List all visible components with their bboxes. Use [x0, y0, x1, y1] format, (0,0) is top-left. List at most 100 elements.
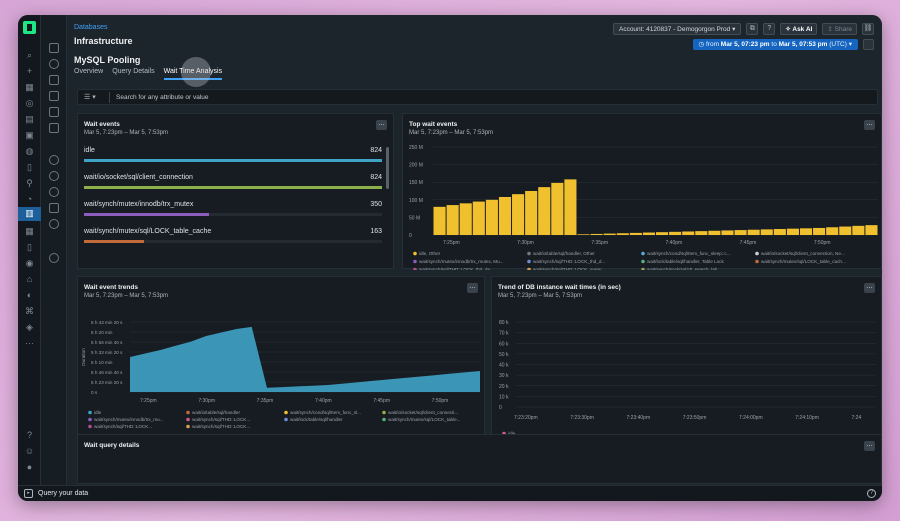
bar — [433, 206, 446, 235]
bar — [551, 182, 564, 235]
legend-swatch — [413, 267, 417, 270]
inventory-nav-icon[interactable] — [49, 75, 59, 85]
card-subtitle: Mar 5, 7:23pm – Mar 5, 7:53pm — [409, 130, 494, 136]
y-axis-label: Duration — [81, 348, 86, 366]
x-tick-label: 7:23:50pm — [683, 415, 707, 421]
database-icon[interactable]: ◉ — [25, 258, 34, 268]
share-button[interactable]: ⇪ Share — [822, 23, 857, 35]
grid-icon[interactable]: ▦ — [25, 82, 34, 92]
hosts-nav-icon[interactable] — [49, 59, 59, 69]
filter-icon[interactable]: ☰ ▾ — [84, 94, 96, 101]
add-icon[interactable]: + — [26, 66, 33, 76]
synthetics-icon[interactable]: ⚲ — [26, 178, 33, 188]
tab-query-details[interactable]: Query Details — [112, 68, 155, 75]
user-icon[interactable]: ☺ — [24, 446, 35, 456]
time-picker[interactable]: ◷ from Mar 5, 07:23 pm to Mar 5, 07:53 p… — [692, 39, 858, 50]
wait-event-bar — [84, 213, 210, 216]
apm-icon[interactable]: ▣ — [25, 130, 34, 140]
wait-event-track — [84, 186, 382, 189]
x-tick-label: 7:50pm — [814, 240, 831, 246]
bar — [446, 205, 459, 235]
legend-swatch — [88, 417, 92, 422]
legend-item: idle — [94, 410, 102, 415]
query-your-data-bar[interactable]: ▸ Query your data ? — [18, 485, 882, 501]
workflow-icon[interactable]: ⌘ — [25, 306, 34, 316]
help-icon[interactable]: ? — [763, 23, 776, 35]
target-icon[interactable]: ◎ — [25, 98, 34, 108]
overview-nav-icon[interactable] — [49, 43, 59, 53]
bar — [865, 225, 878, 235]
legend-item: wait/io/table/sql/handler — [192, 410, 240, 415]
wait-event-value: 824 — [370, 147, 382, 154]
x-tick-label: 7:24 — [852, 415, 862, 421]
network-nav-icon[interactable] — [49, 123, 59, 133]
top-toolbar: Account: 4120837 - Demogorgon Prod ▾ ⧉ ?… — [612, 23, 874, 35]
azure-cloud-icon[interactable] — [49, 171, 59, 181]
wait-event-bar — [84, 159, 382, 162]
y-tick-label: 60 k — [499, 341, 509, 347]
tab-wait-time-analysis[interactable]: Wait Time Analysis — [163, 68, 223, 80]
x-tick-label: 7:23:30pm — [570, 415, 594, 421]
help-icon[interactable]: ? — [867, 489, 876, 498]
wait-event-label: wait/io/socket/sql/client_connection — [84, 174, 193, 181]
kubernetes-nav-icon[interactable] — [49, 203, 59, 213]
aws-cloud-icon[interactable] — [49, 155, 59, 165]
wait-event-trends-card: Wait event trends Mar 5, 7:23pm – Mar 5,… — [77, 276, 485, 441]
wait-query-details-card: Wait query details … — [77, 434, 882, 484]
infrastructure-icon[interactable]: ▥ — [18, 207, 41, 221]
device-icon[interactable]: ▯ — [27, 242, 32, 252]
legend-item: wait/io/table/sql/handler, Other — [533, 251, 595, 256]
bar — [538, 187, 551, 235]
legend-swatch — [527, 259, 531, 264]
card-menu-button[interactable]: … — [864, 441, 875, 451]
top-wait-events-card: Top wait events Mar 5, 7:23pm – Mar 5, 7… — [402, 113, 882, 270]
bar — [603, 233, 616, 235]
network-icon[interactable]: ⌂ — [26, 274, 33, 284]
filter-bar[interactable]: ☰ ▾ Search for any attribute or value — [77, 89, 878, 105]
bell-icon[interactable] — [49, 253, 59, 263]
link-icon[interactable]: ⛓ — [862, 23, 874, 35]
card-menu-button[interactable]: … — [864, 283, 875, 293]
y-tick-label: 100 M — [409, 198, 423, 204]
app-window: ⌕ + ▦ ◎ ▤ ▣ ◍ ▯ ⚲ ◔ ▥ ▦ ▯ ◉ ⌂ ◐ ⌘ ◈ … ? … — [18, 15, 882, 501]
new-relic-logo[interactable] — [23, 21, 36, 34]
x-tick-label: 7:30pm — [517, 240, 534, 246]
account-selector[interactable]: Account: 4120837 - Demogorgon Prod ▾ — [612, 23, 742, 35]
breadcrumb[interactable]: Databases — [74, 24, 108, 31]
dashboard-icon[interactable]: ▤ — [25, 114, 34, 124]
copy-icon[interactable]: ⧉ — [746, 23, 759, 35]
bar — [669, 231, 682, 235]
legend-swatch — [641, 251, 645, 256]
time-zone: (UTC) — [829, 41, 847, 48]
bar — [695, 231, 708, 235]
legend-item: wait/synch/cond/sql/Item_func_sleep::c..… — [647, 251, 731, 256]
alerts-icon[interactable]: ◔ — [26, 194, 33, 204]
mobile-icon[interactable]: ▯ — [27, 162, 32, 172]
help-circle-icon[interactable]: ? — [26, 430, 32, 440]
more-icon[interactable]: … — [25, 336, 34, 346]
logs-icon[interactable]: ▦ — [25, 226, 34, 236]
events-nav-icon[interactable] — [49, 91, 59, 101]
processes-nav-icon[interactable] — [49, 107, 59, 117]
fullscreen-icon[interactable] — [863, 39, 874, 50]
bar — [708, 230, 721, 235]
search-icon[interactable]: ⌕ — [26, 50, 33, 60]
ask-ai-button[interactable]: ✧ Ask AI — [780, 23, 818, 35]
db-instance-trend-card: Trend of DB instance wait times (in sec)… — [491, 276, 882, 441]
tab-overview[interactable]: Overview — [74, 68, 104, 75]
third-party-nav-icon[interactable] — [49, 219, 59, 229]
y-tick-label: 50 k — [499, 352, 509, 358]
card-menu-button[interactable]: … — [864, 120, 875, 130]
shield-icon[interactable]: ◈ — [26, 322, 33, 332]
gauge-icon[interactable]: ◐ — [26, 290, 33, 300]
card-menu-button[interactable]: … — [467, 283, 478, 293]
profile-avatar[interactable]: ● — [26, 462, 33, 472]
list-scrollbar[interactable] — [386, 147, 389, 189]
browser-icon[interactable]: ◍ — [25, 146, 34, 156]
gcp-cloud-icon[interactable] — [49, 187, 59, 197]
card-menu-button[interactable]: … — [376, 120, 387, 130]
legend-swatch — [755, 251, 759, 256]
search-input[interactable]: Search for any attribute or value — [116, 94, 209, 101]
y-tick-label: 5 h 43 min 20 s — [91, 320, 123, 325]
bar — [459, 203, 472, 235]
